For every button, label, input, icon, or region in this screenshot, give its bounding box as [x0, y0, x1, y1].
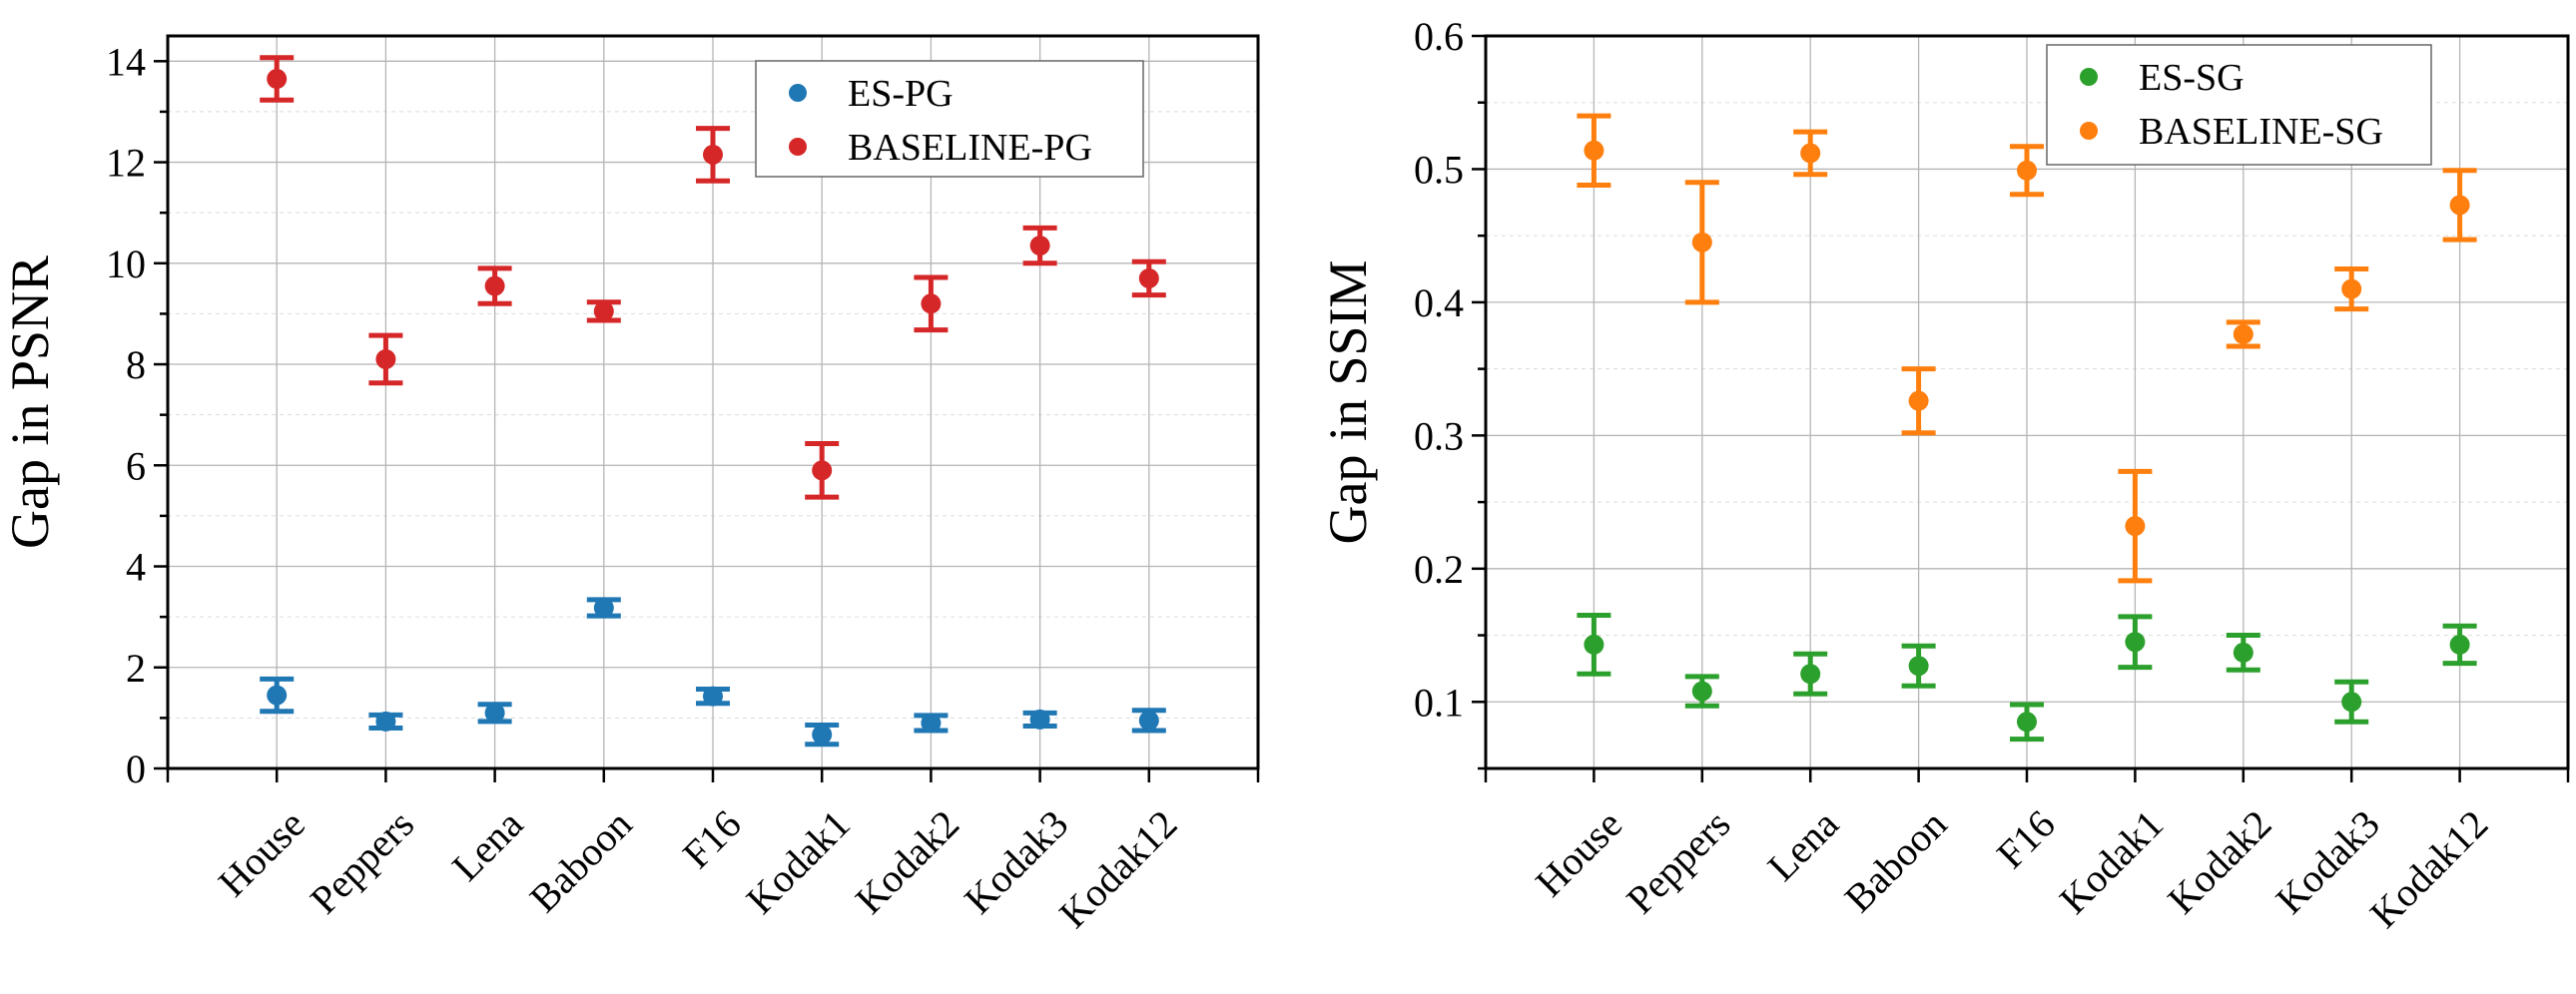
data-point-lena — [1800, 664, 1821, 685]
data-point-house — [1584, 634, 1605, 655]
data-point-kodak2 — [2233, 642, 2254, 663]
data-point-kodak1 — [812, 725, 833, 746]
legend-box — [755, 60, 1144, 178]
y-tick-label: 0.6 — [1414, 14, 1464, 59]
data-point-kodak12 — [1138, 267, 1159, 288]
series-baseline-sg — [1577, 113, 2477, 584]
x-tick-label-kodak12: Kodak12 — [1050, 801, 1186, 937]
y-tick-label: 14 — [106, 39, 146, 84]
y-tick-label: 0.1 — [1414, 680, 1464, 725]
data-point-lena — [484, 703, 505, 724]
y-tick-label: 0.2 — [1414, 547, 1464, 592]
y-tick-label: 6 — [126, 443, 146, 488]
x-tick-label-peppers: Peppers — [1617, 801, 1738, 922]
data-point-f16 — [2017, 712, 2037, 733]
legend-marker-es-sg — [2080, 68, 2098, 86]
data-point-house — [267, 685, 288, 706]
x-tick-label-kodak12: Kodak12 — [2361, 801, 2497, 937]
data-point-peppers — [375, 348, 396, 369]
series-es-pg — [260, 597, 1166, 747]
y-tick-label: 4 — [126, 545, 146, 590]
data-point-kodak12 — [1138, 710, 1159, 731]
data-point-house — [1584, 140, 1605, 161]
legend: ES-PG BASELINE-PG — [755, 60, 1144, 178]
data-point-kodak12 — [2449, 634, 2470, 655]
data-point-peppers — [1691, 232, 1712, 252]
x-tick-label-kodak1: Kodak1 — [2051, 801, 2172, 922]
data-point-kodak2 — [921, 713, 942, 734]
x-tick-label-kodak1: Kodak1 — [738, 801, 859, 922]
data-point-lena — [484, 275, 505, 296]
data-point-kodak3 — [2341, 278, 2362, 299]
x-tick-label-kodak2: Kodak2 — [847, 801, 967, 922]
y-tick-label: 12 — [106, 141, 146, 186]
legend-label-es-sg: ES-SG — [2139, 57, 2245, 99]
series-baseline-pg — [260, 55, 1166, 500]
x-tick-label-house: House — [210, 801, 314, 905]
legend-marker-es-pg — [789, 84, 807, 102]
x-tick-label-f16: F16 — [674, 801, 750, 877]
x-tick-label-house: House — [1527, 801, 1630, 905]
x-tick-label-peppers: Peppers — [302, 801, 422, 922]
legend-marker-baseline-pg — [789, 138, 807, 156]
legend-marker-baseline-sg — [2080, 122, 2098, 140]
x-tick-label-f16: F16 — [1988, 801, 2064, 877]
data-point-baboon — [593, 598, 614, 619]
data-point-house — [267, 69, 288, 90]
legend-box — [2046, 44, 2432, 166]
x-tick-label-kodak2: Kodak2 — [2159, 801, 2279, 922]
data-point-kodak1 — [2125, 516, 2146, 537]
y-tick-label: 2 — [126, 646, 146, 691]
x-tick-label-baboon: Baboon — [1836, 801, 1956, 921]
legend-label-baseline-sg: BASELINE-SG — [2139, 111, 2383, 153]
data-point-baboon — [1908, 656, 1929, 677]
x-tick-label-baboon: Baboon — [521, 801, 641, 921]
x-tick-label-lena: Lena — [443, 801, 532, 890]
data-point-f16 — [703, 144, 723, 165]
data-point-baboon — [593, 300, 614, 321]
data-point-peppers — [375, 711, 396, 732]
y-tick-label: 0.3 — [1414, 413, 1464, 458]
plot-frame — [166, 34, 1260, 770]
series-es-sg — [1577, 613, 2477, 743]
y-tick-label: 0 — [126, 746, 146, 791]
y-axis-label: Gap in SSIM — [1318, 259, 1378, 544]
y-tick-label: 0.5 — [1414, 147, 1464, 192]
y-tick-label: 0.4 — [1414, 280, 1464, 325]
y-tick-label: 10 — [106, 242, 146, 286]
data-point-kodak12 — [2449, 195, 2470, 216]
legend-label-baseline-pg: BASELINE-PG — [848, 127, 1092, 169]
data-point-peppers — [1691, 681, 1712, 702]
data-point-f16 — [703, 686, 723, 707]
data-point-f16 — [2017, 160, 2037, 181]
plot-frame — [1484, 34, 2570, 770]
data-point-kodak1 — [812, 460, 833, 481]
data-point-kodak3 — [1029, 709, 1050, 730]
x-tick-label-lena: Lena — [1759, 801, 1848, 890]
data-point-kodak1 — [2125, 632, 2146, 653]
legend: ES-SG BASELINE-SG — [2046, 44, 2432, 166]
data-point-kodak3 — [2341, 692, 2362, 713]
legend-label-es-pg: ES-PG — [848, 73, 954, 115]
data-point-kodak2 — [921, 293, 942, 314]
y-axis-label: Gap in PSNR — [0, 255, 60, 549]
data-point-kodak3 — [1029, 236, 1050, 256]
data-point-baboon — [1908, 390, 1929, 411]
data-point-lena — [1800, 143, 1821, 164]
y-tick-label: 8 — [126, 342, 146, 387]
data-point-kodak2 — [2233, 323, 2254, 344]
